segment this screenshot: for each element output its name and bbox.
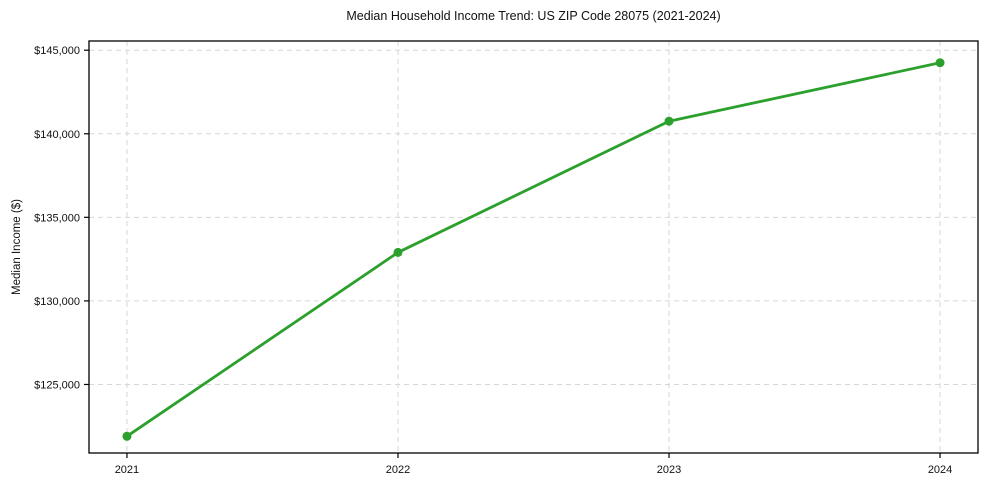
data-point [664,116,674,126]
y-tick-label: $125,000 [34,379,80,391]
data-point [393,247,403,257]
x-tick-label: 2022 [386,464,410,476]
y-tick-label: $140,000 [34,129,80,141]
y-tick-label: $130,000 [34,296,80,308]
y-tick-label: $145,000 [34,45,80,57]
data-point [935,58,945,68]
plot-border [88,40,979,454]
y-tick-label: $135,000 [34,212,80,224]
x-tick-label: 2023 [657,464,681,476]
plot-background [89,41,978,453]
x-tick-label: 2021 [115,464,139,476]
x-tick-label: 2024 [928,464,952,476]
trend-line [125,61,942,438]
data-point [122,431,132,441]
chart-title: Median Household Income Trend: US ZIP Co… [346,9,721,23]
